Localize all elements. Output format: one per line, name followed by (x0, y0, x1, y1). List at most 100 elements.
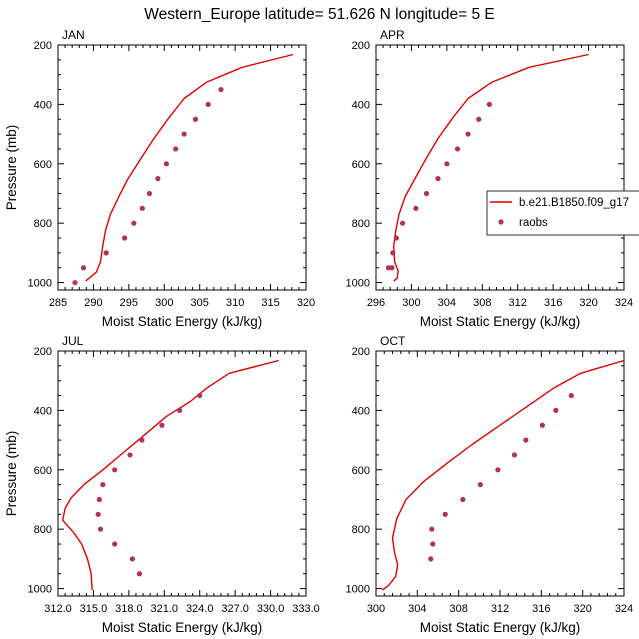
legend-label: b.e21.B1850.f09_g17 (519, 197, 629, 209)
x-tick-label: 324.0 (186, 603, 214, 615)
y-tick-label: 1000 (28, 584, 52, 596)
panel-jan: JAN 285 290 295 300 305 310 315 320 200 400 600 800 1… (4, 28, 315, 329)
raob-point (97, 526, 104, 532)
x-tick-label: 312 (491, 603, 509, 615)
raob-point (486, 101, 492, 107)
x-tick-label: 296 (367, 297, 385, 309)
x-tick-label: 304 (438, 297, 456, 309)
raob-point (163, 161, 170, 167)
model-profile-line (393, 53, 589, 282)
raob-point (80, 265, 87, 271)
panels: JAN 285 290 295 300 305 310 315 320 200 400 600 800 1… (4, 28, 633, 635)
x-tick-label: 320 (573, 603, 591, 615)
x-tick-label: 310 (226, 297, 244, 309)
panel-title: APR (380, 28, 405, 42)
y-tick-label: 1000 (28, 278, 52, 290)
raob-point (155, 176, 161, 182)
x-tick-label: 285 (49, 297, 67, 309)
y-tick-label: 400 (34, 405, 52, 417)
raob-point (139, 437, 145, 443)
x-tick-label: 315.0 (80, 603, 108, 615)
raob-point (385, 265, 391, 271)
raob-point (146, 190, 153, 197)
y-axis-label: Pressure (mb) (4, 125, 19, 211)
raob-point (96, 496, 102, 503)
raob-point (399, 220, 406, 226)
panel-apr: APR 296 300 304 308 312 316 320 324 200 400 600 800 1… (346, 28, 634, 329)
x-tick-label: 327.0 (221, 603, 249, 615)
figure-title: Western_Europe latitude= 51.626 N longit… (144, 6, 494, 23)
y-tick-label: 800 (352, 218, 370, 230)
x-tick-label: 305 (191, 297, 209, 309)
y-tick-label: 400 (352, 405, 370, 417)
raob-point (430, 541, 436, 547)
raob-point (112, 541, 118, 547)
raob-point (454, 146, 461, 152)
panel-title: JAN (62, 28, 85, 42)
raob-point (444, 161, 450, 167)
x-tick-label: 316 (532, 603, 550, 615)
raob-point (511, 452, 518, 458)
raob-point (413, 205, 419, 211)
x-tick-label: 304 (408, 603, 426, 615)
x-tick-label: 333.0 (292, 603, 320, 615)
raob-point (173, 146, 179, 152)
raob-point (136, 571, 143, 577)
raob-point (553, 407, 559, 413)
raob-point (523, 437, 529, 443)
model-profile-line (381, 359, 624, 591)
y-tick-label: 800 (352, 524, 370, 536)
raob-point (95, 511, 101, 517)
raob-point (100, 482, 106, 488)
x-tick-label: 290 (84, 297, 102, 309)
raob-point (192, 116, 199, 122)
x-tick-label: 300 (155, 297, 173, 309)
y-tick-label: 600 (34, 465, 52, 477)
x-axis-label: Moist Static Energy (kJ/kg) (420, 620, 581, 635)
raob-point (177, 407, 183, 413)
x-axis-label: Moist Static Energy (kJ/kg) (102, 314, 263, 329)
x-tick-label: 300 (367, 603, 385, 615)
y-tick-label: 800 (34, 218, 52, 230)
plot-area (381, 359, 624, 591)
x-tick-label: 312 (509, 297, 527, 309)
y-axis-label: Pressure (mb) (4, 431, 19, 517)
raob-point (428, 556, 434, 562)
raob-point (477, 482, 483, 488)
y-tick-label: 200 (352, 40, 370, 52)
x-tick-label: 312.0 (44, 603, 72, 615)
plot-frame (375, 44, 625, 291)
x-tick-label: 318.0 (115, 603, 143, 615)
x-tick-label: 308 (473, 297, 491, 309)
y-tick-label: 800 (34, 524, 52, 536)
x-axis-label: Moist Static Energy (kJ/kg) (102, 620, 263, 635)
raob-point (127, 452, 133, 458)
y-tick-label: 200 (34, 346, 52, 358)
x-tick-label: 330.0 (257, 603, 285, 615)
raob-point (465, 131, 471, 137)
raob-point (423, 190, 430, 197)
plot-frame (375, 350, 625, 597)
x-tick-label: 324 (615, 603, 633, 615)
panel-jul: JUL 312.0 315.0 318.0 321.0 324.0 327.0 330.0 33… (4, 334, 320, 635)
x-axis-label: Moist Static Energy (kJ/kg) (420, 314, 581, 329)
plot-area (72, 53, 294, 286)
model-profile-line (85, 53, 294, 282)
raob-point (393, 235, 399, 241)
raob-point (442, 511, 448, 517)
raob-point (139, 205, 145, 211)
legend-box (486, 190, 639, 236)
x-tick-label: 324 (615, 297, 633, 309)
raob-point (129, 556, 135, 562)
raob-point (181, 131, 187, 137)
plot-frame (57, 350, 307, 597)
raob-point (205, 101, 211, 107)
y-tick-label: 600 (352, 465, 370, 477)
raob-point (390, 250, 396, 256)
raob-point (435, 176, 441, 182)
raob-point (568, 392, 574, 399)
y-tick-label: 1000 (346, 278, 370, 290)
model-profile-line (62, 359, 279, 591)
x-tick-label: 300 (402, 297, 420, 309)
